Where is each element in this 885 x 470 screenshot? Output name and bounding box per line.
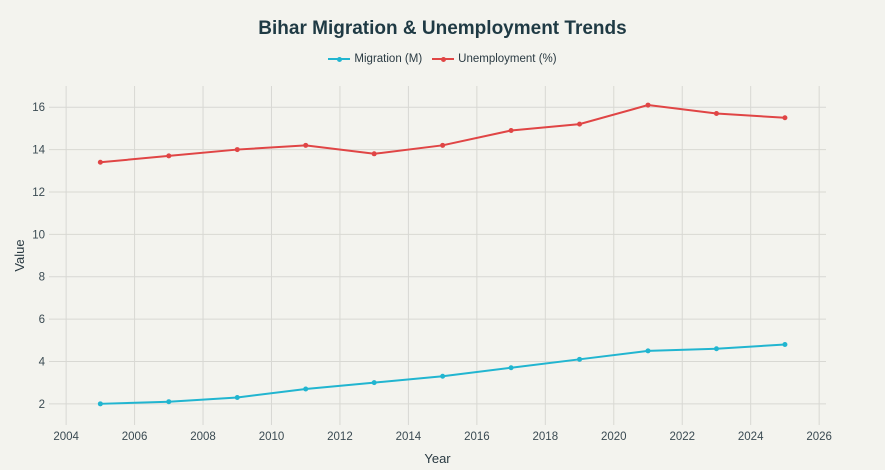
chart-title: Bihar Migration & Unemployment Trends [258, 18, 627, 39]
data-point [166, 153, 172, 159]
data-point [782, 115, 788, 121]
data-point [440, 142, 446, 148]
x-tick-label: 2016 [464, 431, 490, 443]
data-point [234, 147, 240, 153]
data-point [303, 142, 309, 148]
data-point [782, 341, 788, 347]
data-point [371, 151, 377, 157]
x-tick-label: 2010 [259, 431, 285, 443]
legend-swatch [432, 56, 455, 62]
x-tick-label: 2004 [53, 431, 79, 443]
y-tick-label: 12 [32, 187, 45, 199]
data-point [713, 111, 719, 117]
x-tick-label: 2026 [806, 431, 832, 443]
data-point [97, 401, 103, 407]
legend-item-unemployment[interactable]: Unemployment (%) [432, 53, 557, 65]
legend-item-migration[interactable]: Migration (M) [328, 53, 422, 65]
data-point [645, 102, 651, 108]
data-point [577, 121, 583, 127]
x-tick-label: 2014 [396, 431, 422, 443]
data-point [234, 394, 240, 400]
data-point [303, 386, 309, 392]
y-tick-label: 10 [32, 229, 45, 241]
data-point [166, 399, 172, 405]
data-point [508, 127, 514, 133]
x-tick-label: 2008 [190, 431, 216, 443]
x-tick-label: 2006 [122, 431, 148, 443]
y-tick-label: 16 [32, 102, 45, 114]
y-tick-label: 6 [39, 314, 45, 326]
y-tick-label: 8 [39, 272, 45, 284]
data-point [508, 365, 514, 371]
data-point [645, 348, 651, 354]
legend-label: Migration (M) [354, 53, 423, 65]
legend: Migration (M) Unemployment (%) [0, 53, 885, 65]
x-axis-label: Year [424, 451, 451, 466]
legend-label: Unemployment (%) [458, 53, 557, 65]
y-tick-label: 14 [32, 145, 45, 157]
x-tick-label: 2018 [533, 431, 559, 443]
y-tick-label: 4 [39, 356, 46, 368]
x-tick-label: 2024 [738, 431, 764, 443]
legend-swatch [328, 56, 351, 62]
y-tick-label: 2 [39, 399, 45, 411]
data-point [713, 346, 719, 352]
x-tick-label: 2012 [327, 431, 353, 443]
data-point [97, 159, 103, 165]
y-axis-label: Value [12, 239, 27, 271]
data-point [577, 356, 583, 362]
data-point [371, 380, 377, 386]
x-tick-label: 2022 [669, 431, 695, 443]
data-point [440, 373, 446, 379]
x-tick-label: 2020 [601, 431, 627, 443]
